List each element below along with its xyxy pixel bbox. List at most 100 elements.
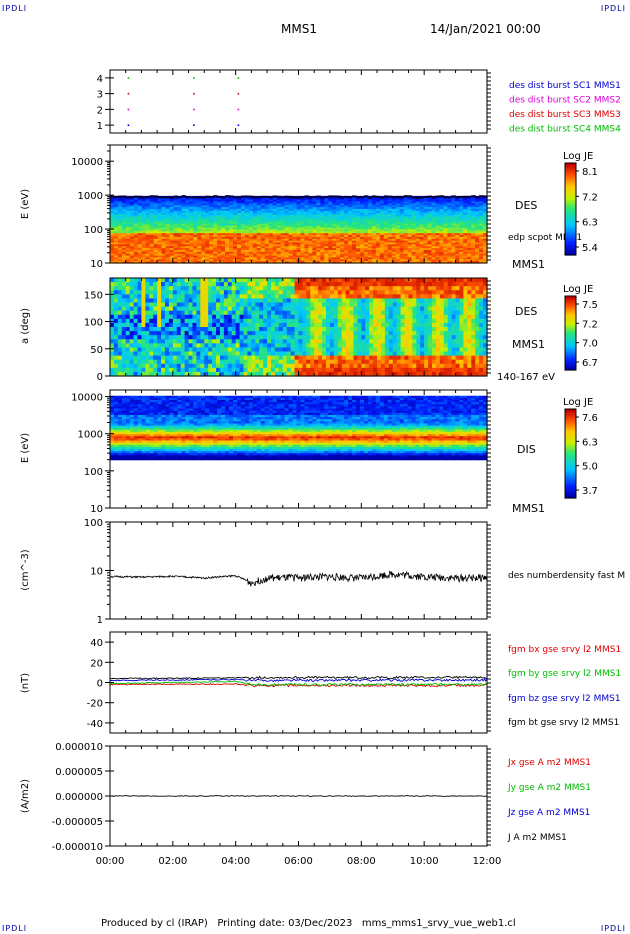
des-energy-cell <box>423 253 429 257</box>
des-pitch-cell <box>129 371 135 377</box>
des-energy-cell <box>332 229 337 232</box>
des-energy-cell <box>272 214 278 217</box>
des-energy-cell <box>447 203 452 206</box>
des-energy-cell <box>248 216 254 219</box>
des-energy-cell <box>264 223 270 227</box>
des-energy-cell <box>439 205 444 208</box>
des-energy-cell <box>165 246 171 249</box>
des-energy-cell <box>479 246 484 249</box>
des-energy-cell <box>336 218 341 221</box>
des-energy-cell <box>316 199 321 203</box>
des-pitch-cell <box>298 322 304 328</box>
des-energy-cell <box>455 249 460 253</box>
des-energy-cell <box>165 212 171 216</box>
des-energy-cell <box>463 195 468 198</box>
des-energy-cell <box>248 221 254 225</box>
des-energy-cell <box>193 229 198 232</box>
des-energy-cell <box>423 255 429 259</box>
des-pitch-cell <box>161 371 166 377</box>
des-energy-cell <box>336 208 341 212</box>
des-energy-cell <box>181 212 186 216</box>
des-energy-cell <box>447 235 452 238</box>
des-energy-cell <box>383 244 389 247</box>
des-pitch-cell <box>133 306 139 312</box>
des-energy-cell <box>213 229 218 232</box>
des-energy-cell <box>451 248 456 251</box>
des-energy-cell <box>185 249 190 253</box>
des-pitch-cell <box>278 298 284 304</box>
des-energy-cell <box>475 201 480 204</box>
des-energy-cell <box>284 236 290 240</box>
des-pitch-cell <box>243 363 249 369</box>
des-energy-cell <box>217 229 222 232</box>
des-pitch-cell <box>110 286 115 291</box>
des-pitch-cell <box>153 359 158 365</box>
des-pitch-cell <box>200 367 205 373</box>
colorbar-cell <box>565 199 576 203</box>
des-energy-cell <box>403 261 409 264</box>
des-energy-cell <box>324 216 329 219</box>
des-energy-cell <box>399 249 405 253</box>
des-energy-cell <box>324 218 329 221</box>
des-pitch-cell <box>184 343 190 349</box>
colorbar-cell <box>565 163 576 166</box>
des-pitch-cell <box>180 335 186 340</box>
des-energy-cell <box>173 233 179 236</box>
des-energy-cell <box>201 238 206 242</box>
des-energy-cell <box>169 249 175 253</box>
des-energy-cell <box>244 199 250 203</box>
des-energy-cell <box>363 218 369 221</box>
des-pitch-cell <box>278 322 284 328</box>
colorbar-cell <box>565 245 576 249</box>
des-energy-cell <box>403 253 409 257</box>
des-energy-cell <box>427 244 433 247</box>
des-energy-cell <box>141 261 147 264</box>
des-energy-cell <box>133 214 139 217</box>
des-energy-cell <box>145 221 151 225</box>
des-pitch-cell <box>133 359 139 365</box>
des-energy-cell <box>367 255 373 259</box>
des-energy-cell <box>391 231 397 234</box>
des-energy-cell <box>292 208 298 212</box>
des-pitch-cell <box>153 331 158 336</box>
des-energy-cell <box>387 203 393 206</box>
des-energy-cell <box>467 249 472 253</box>
des-pitch-cell <box>219 355 225 361</box>
des-energy-cell <box>423 240 429 244</box>
des-energy-cell <box>352 246 357 249</box>
des-energy-cell <box>185 229 190 232</box>
des-energy-cell <box>110 231 115 234</box>
des-pitch-cell <box>278 314 284 320</box>
des-energy-cell <box>260 197 266 201</box>
des-energy-cell <box>185 236 190 240</box>
des-energy-cell <box>451 205 456 208</box>
des-energy-cell <box>431 253 437 257</box>
des-energy-cell <box>217 225 222 229</box>
des-pitch-cell <box>298 314 304 320</box>
des-energy-cell <box>483 199 488 203</box>
des-energy-cell <box>447 212 452 216</box>
des-energy-cell <box>117 251 123 255</box>
des-energy-cell <box>304 212 310 216</box>
colorbar-cell <box>565 192 576 196</box>
des-pitch-cell <box>137 306 143 312</box>
des-pitch-cell <box>113 310 119 316</box>
des-energy-cell <box>483 249 488 253</box>
des-pitch-cell <box>168 318 174 324</box>
des-energy-cell <box>379 207 385 210</box>
des-energy-cell <box>169 242 175 245</box>
des-pitch-cell <box>247 363 252 369</box>
des-pitch-cell <box>168 278 174 283</box>
des-energy-cell <box>284 233 290 236</box>
des-pitch-cell <box>121 351 127 357</box>
des-energy-cell <box>367 216 373 219</box>
des-energy-cell <box>332 257 337 260</box>
des-energy-cell <box>328 238 333 242</box>
des-pitch-cell <box>204 318 209 324</box>
des-energy-cell <box>443 229 448 232</box>
des-energy-cell <box>356 238 361 242</box>
des-pitch-cell <box>113 278 119 283</box>
des-energy-cell <box>455 201 460 204</box>
des-energy-cell <box>395 240 401 244</box>
